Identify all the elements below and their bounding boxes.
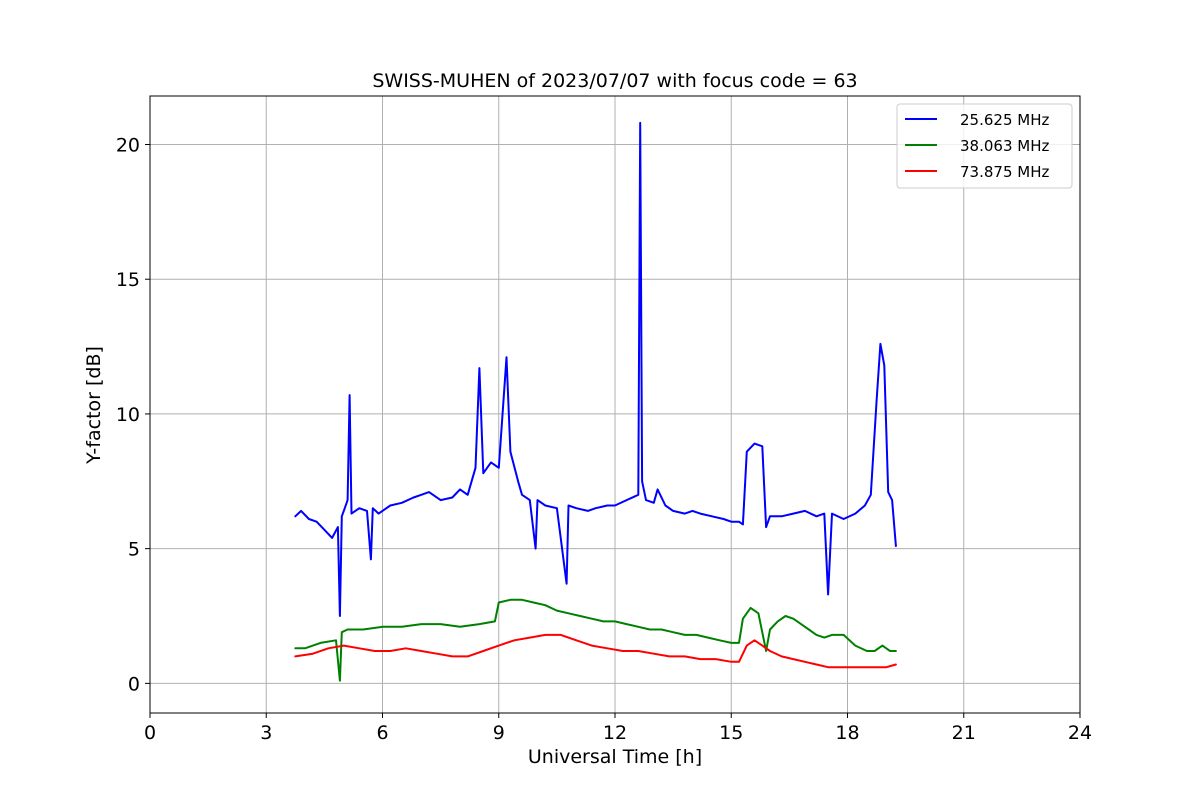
legend-label-25625: 25.625 MHz [960, 111, 1049, 129]
y-tick-label: 20 [116, 134, 140, 156]
y-axis-label: Y-factor [dB] [83, 346, 105, 465]
chart-title: SWISS-MUHEN of 2023/07/07 with focus cod… [372, 70, 857, 92]
y-axis-ticks: 0 5 10 15 20 [116, 134, 150, 695]
x-tick-label: 21 [952, 722, 976, 744]
legend-label-38063: 38.063 MHz [960, 137, 1049, 155]
series-layer [294, 121, 897, 682]
x-tick-label: 6 [376, 722, 388, 744]
y-tick-label: 15 [116, 269, 140, 291]
x-tick-label: 3 [260, 722, 272, 744]
legend-label-73875: 73.875 MHz [960, 163, 1049, 181]
legend: 25.625 MHz 38.063 MHz 73.875 MHz [896, 103, 1073, 189]
x-tick-label: 24 [1068, 722, 1092, 744]
legend-box [896, 103, 1073, 189]
x-tick-label: 0 [144, 722, 156, 744]
series-line-0 [294, 121, 897, 617]
x-tick-label: 18 [835, 722, 859, 744]
x-tick-label: 15 [719, 722, 743, 744]
series-line-1 [294, 598, 897, 682]
y-tick-label: 10 [116, 404, 140, 426]
y-tick-label: 5 [128, 539, 140, 561]
x-axis-ticks: 0 3 6 9 12 15 18 21 24 [144, 713, 1092, 744]
x-axis-label: Universal Time [h] [528, 746, 702, 768]
series-line-2 [294, 633, 897, 669]
x-tick-label: 12 [603, 722, 627, 744]
y-tick-label: 0 [128, 673, 140, 695]
x-tick-label: 9 [493, 722, 505, 744]
